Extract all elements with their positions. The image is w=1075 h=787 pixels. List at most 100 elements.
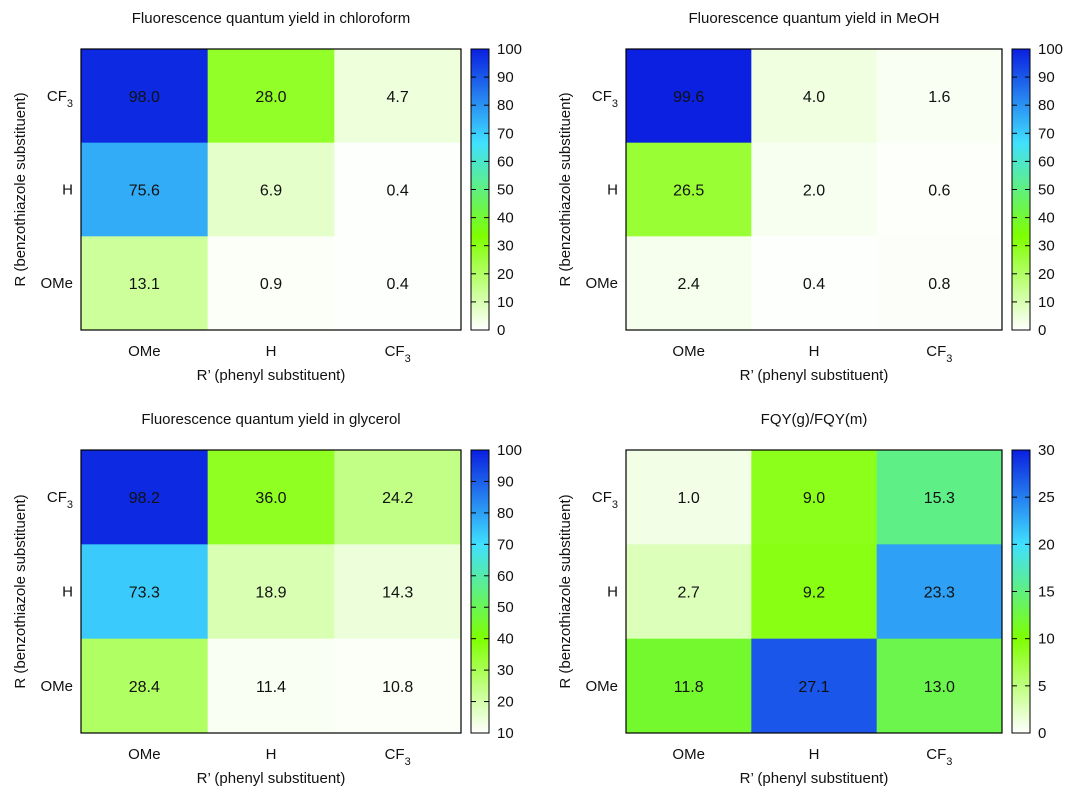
colorbar-tick-label: 40 xyxy=(497,631,514,648)
cell-value-label: 0.6 xyxy=(928,183,950,200)
heatmap-cell xyxy=(207,638,335,734)
cell-value-label: 99.6 xyxy=(673,89,704,106)
colorbar xyxy=(470,449,490,734)
chart-title: Fluorescence quantum yield in chloroform xyxy=(132,10,410,27)
cell-value-label: 24.2 xyxy=(382,490,413,507)
colorbar-tick-label: 90 xyxy=(1038,69,1055,86)
heatmap-cell xyxy=(876,142,1003,237)
colorbar-tick-label: 40 xyxy=(497,210,514,227)
cell-value-label: 10.8 xyxy=(382,679,413,696)
heatmap-panel-3: 98.2 36.0 24.2 73.3 18.9 14.3 28.4 11.4 10.8 Fluo… xyxy=(12,411,522,787)
colorbar-tick-label: 0 xyxy=(1038,725,1046,742)
colorbar-tick-label: 70 xyxy=(497,536,514,553)
x-tick-label: H xyxy=(266,746,277,763)
y-axis-label: R (benzothiazole substituent) xyxy=(12,494,29,688)
x-axis-label: R’ (phenyl substituent) xyxy=(197,367,346,384)
cell-value-label: 11.4 xyxy=(256,679,286,696)
y-tick-label: OMe xyxy=(40,275,73,292)
cell-value-label: 0.4 xyxy=(803,276,825,293)
colorbar-tick-label: 90 xyxy=(497,473,514,490)
y-axis-label: R (benzothiazole substituent) xyxy=(557,92,574,286)
cell-value-label: 13.1 xyxy=(129,276,160,293)
heatmap-cell xyxy=(207,142,335,237)
x-tick-label: H xyxy=(809,746,820,763)
heatmap-cell xyxy=(876,49,1003,144)
x-axis-label: R’ (phenyl substituent) xyxy=(740,367,889,384)
chart-title: FQY(g)/FQY(m) xyxy=(761,411,868,428)
x-tick-label: H xyxy=(266,343,277,360)
chart-title: Fluorescence quantum yield in glycerol xyxy=(141,411,400,428)
cell-value-label: 4.7 xyxy=(387,89,409,106)
heatmap-cell xyxy=(876,450,1003,545)
heatmap-cell xyxy=(626,450,752,545)
x-axis-label: R’ (phenyl substituent) xyxy=(740,770,889,787)
cell-value-label: 98.0 xyxy=(129,89,160,106)
x-tick-label: CF3 xyxy=(385,343,411,365)
cell-value-label: 0.4 xyxy=(387,276,409,293)
cell-value-label: 15.3 xyxy=(924,490,955,507)
y-tick-label: H xyxy=(62,584,73,601)
colorbar-tick-label: 10 xyxy=(1038,294,1055,311)
heatmap-cell xyxy=(207,544,335,640)
colorbar-tick-label: 60 xyxy=(497,568,514,585)
plot-frame xyxy=(625,449,1003,734)
heatmap-cell xyxy=(81,638,209,734)
colorbar-tick-label: 100 xyxy=(497,41,522,58)
plot-frame xyxy=(80,449,462,734)
cell-value-label: 27.1 xyxy=(798,679,829,696)
colorbar-tick-label: 20 xyxy=(1038,536,1055,553)
colorbar-tick-label: 10 xyxy=(1038,631,1055,648)
colorbar-tick-label: 80 xyxy=(1038,97,1055,114)
cell-value-label: 23.3 xyxy=(924,585,955,602)
colorbar-tick-label: 25 xyxy=(1038,489,1055,506)
heatmap-cell xyxy=(626,638,752,734)
plot-frame xyxy=(80,48,462,331)
heatmap-cell xyxy=(207,49,335,144)
heatmap-cell xyxy=(334,544,462,640)
colorbar-tick-label: 30 xyxy=(497,662,514,679)
x-tick-label: OMe xyxy=(672,746,705,763)
colorbar-tick-label: 30 xyxy=(1038,238,1055,255)
y-tick-label: OMe xyxy=(585,275,618,292)
colorbar-tick-label: 100 xyxy=(497,442,522,459)
cell-value-label: 26.5 xyxy=(673,183,704,200)
colorbar-tick-label: 100 xyxy=(1038,41,1063,58)
x-tick-label: H xyxy=(809,343,820,360)
y-tick-label: OMe xyxy=(585,678,618,695)
x-tick-label: CF3 xyxy=(385,746,411,768)
heatmap-cell xyxy=(81,49,209,144)
heatmap-cell xyxy=(876,638,1003,734)
y-tick-label: CF3 xyxy=(592,489,618,511)
colorbar-tick-label: 20 xyxy=(1038,266,1055,283)
cell-value-label: 1.0 xyxy=(678,490,700,507)
colorbar-tick-label: 80 xyxy=(497,505,514,522)
colorbar-tick-label: 70 xyxy=(497,125,514,142)
colorbar-tick-label: 0 xyxy=(497,322,505,339)
y-tick-label: H xyxy=(607,584,618,601)
x-tick-label: CF3 xyxy=(926,746,952,768)
heatmap-cell xyxy=(751,544,878,640)
heatmap-cell xyxy=(751,142,878,237)
heatmap-panel-1: 98.0 28.0 4.7 75.6 6.9 0.4 13.1 0.9 0.4 Fluoresce… xyxy=(12,10,522,384)
heatmap-cell xyxy=(334,49,462,144)
cell-value-label: 9.2 xyxy=(803,585,825,602)
cell-value-label: 13.0 xyxy=(924,679,955,696)
cell-value-label: 1.6 xyxy=(928,89,950,106)
heatmap-cell xyxy=(626,236,752,331)
heatmap-cell xyxy=(81,236,209,331)
x-tick-label: OMe xyxy=(128,343,161,360)
colorbar-tick-label: 30 xyxy=(497,238,514,255)
heatmap-panel-4: 1.0 9.0 15.3 2.7 9.2 23.3 11.8 27.1 13.0 FQY(g)/F… xyxy=(557,411,1055,787)
heatmap-cell xyxy=(751,638,878,734)
colorbar-tick-label: 70 xyxy=(1038,125,1055,142)
colorbar-tick-label: 50 xyxy=(497,182,514,199)
heatmap-cell xyxy=(334,450,462,545)
cell-value-label: 18.9 xyxy=(255,585,286,602)
x-tick-label: CF3 xyxy=(926,343,952,365)
colorbar-tick-label: 20 xyxy=(497,694,514,711)
heatmap-cell xyxy=(334,236,462,331)
y-axis-label: R (benzothiazole substituent) xyxy=(12,92,29,286)
colorbar-tick-label: 15 xyxy=(1038,584,1055,601)
colorbar-tick-label: 40 xyxy=(1038,210,1055,227)
plot-frame xyxy=(625,48,1003,331)
